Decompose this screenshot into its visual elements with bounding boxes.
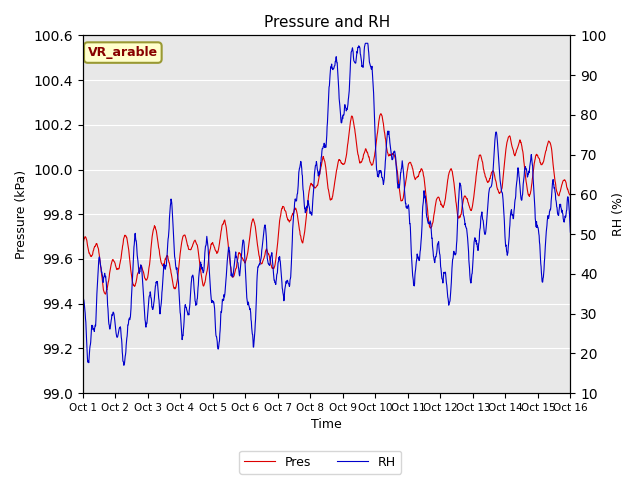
Pres [286, 217, 294, 223]
Pres [117, 256, 125, 262]
Text: VR_arable: VR_arable [88, 46, 158, 59]
Pres [102, 291, 109, 297]
Pres [79, 242, 87, 248]
Pres [356, 159, 364, 165]
Pres [566, 192, 574, 198]
Pres [296, 232, 304, 238]
Y-axis label: RH (%): RH (%) [612, 192, 625, 236]
RH [362, 40, 369, 46]
RH [286, 277, 294, 283]
Legend: Pres, RH: Pres, RH [239, 451, 401, 474]
RH [120, 362, 128, 368]
Pres [305, 190, 313, 196]
X-axis label: Time: Time [311, 419, 342, 432]
RH [79, 293, 87, 299]
Y-axis label: Pressure (kPa): Pressure (kPa) [15, 169, 28, 259]
RH [116, 325, 124, 331]
Pres [137, 264, 145, 270]
Line: Pres: Pres [83, 114, 570, 294]
Title: Pressure and RH: Pressure and RH [264, 15, 390, 30]
RH [296, 163, 304, 168]
Line: RH: RH [83, 43, 570, 365]
Pres [377, 111, 385, 117]
RH [137, 262, 145, 268]
RH [305, 203, 313, 209]
RH [566, 229, 574, 235]
RH [356, 52, 364, 58]
